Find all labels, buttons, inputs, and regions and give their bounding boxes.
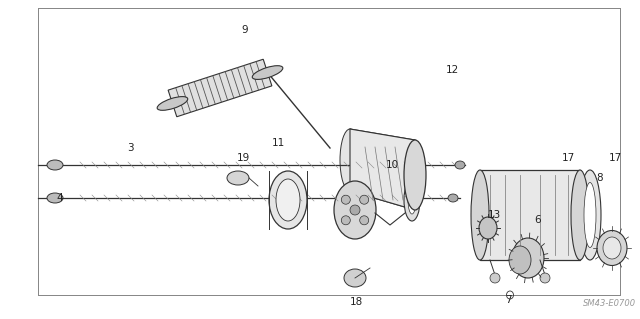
Ellipse shape xyxy=(479,217,497,239)
Polygon shape xyxy=(350,129,415,210)
Polygon shape xyxy=(480,170,580,260)
Ellipse shape xyxy=(350,205,360,215)
Ellipse shape xyxy=(334,181,376,239)
Text: 18: 18 xyxy=(349,297,363,307)
Ellipse shape xyxy=(252,66,283,79)
Text: 12: 12 xyxy=(445,65,459,75)
Ellipse shape xyxy=(340,129,360,191)
Ellipse shape xyxy=(47,160,63,170)
Polygon shape xyxy=(168,59,272,117)
Ellipse shape xyxy=(47,193,63,203)
Ellipse shape xyxy=(512,238,544,278)
Ellipse shape xyxy=(579,170,601,260)
Ellipse shape xyxy=(269,171,307,229)
Text: 17: 17 xyxy=(609,153,621,163)
Ellipse shape xyxy=(157,97,188,110)
Text: 11: 11 xyxy=(271,138,285,148)
Ellipse shape xyxy=(471,170,489,260)
Text: 6: 6 xyxy=(534,215,541,225)
Ellipse shape xyxy=(227,171,249,185)
Text: 17: 17 xyxy=(561,153,575,163)
Ellipse shape xyxy=(584,182,596,248)
Ellipse shape xyxy=(341,216,350,225)
Ellipse shape xyxy=(408,186,416,214)
Text: 8: 8 xyxy=(596,173,604,183)
Ellipse shape xyxy=(490,273,500,283)
Ellipse shape xyxy=(603,237,621,259)
Text: 9: 9 xyxy=(242,25,248,35)
Ellipse shape xyxy=(448,194,458,202)
Text: SM43-E0700: SM43-E0700 xyxy=(584,299,637,308)
Ellipse shape xyxy=(360,216,369,225)
Ellipse shape xyxy=(509,246,531,274)
Text: 4: 4 xyxy=(57,193,63,203)
Text: 13: 13 xyxy=(488,210,500,220)
Ellipse shape xyxy=(276,179,300,221)
Text: 10: 10 xyxy=(385,160,399,170)
Text: 19: 19 xyxy=(236,153,250,163)
Ellipse shape xyxy=(597,231,627,265)
Ellipse shape xyxy=(540,273,550,283)
Ellipse shape xyxy=(455,161,465,169)
Ellipse shape xyxy=(404,179,420,221)
Ellipse shape xyxy=(404,140,426,210)
Text: 7: 7 xyxy=(505,295,511,305)
Ellipse shape xyxy=(344,269,366,287)
Ellipse shape xyxy=(571,170,589,260)
Text: 3: 3 xyxy=(127,143,133,153)
Ellipse shape xyxy=(341,195,350,204)
Ellipse shape xyxy=(360,195,369,204)
